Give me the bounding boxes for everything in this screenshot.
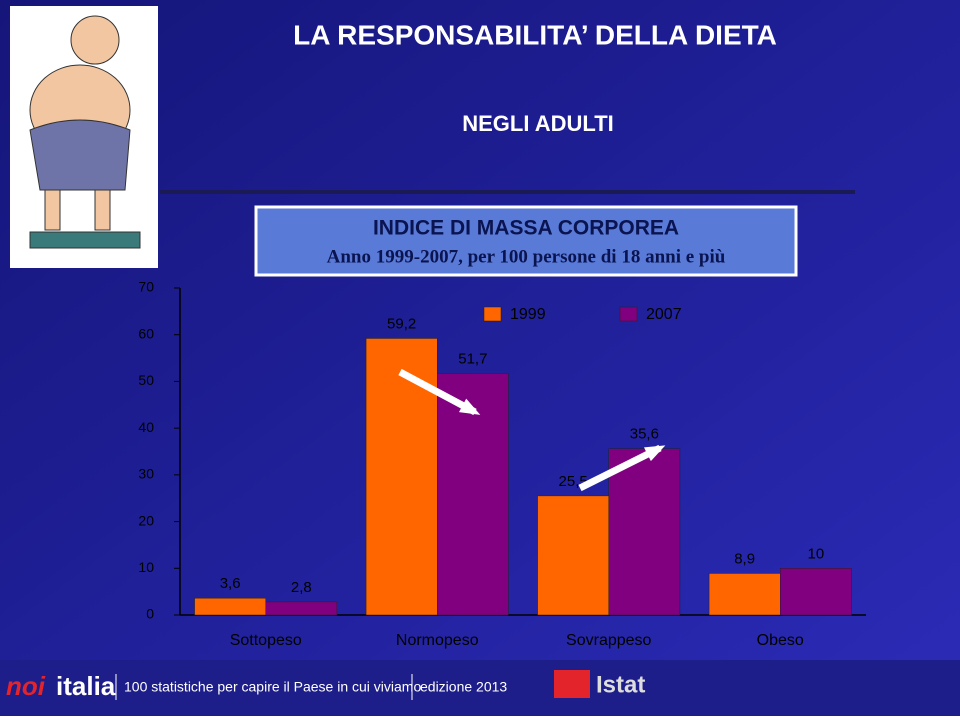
- bar: [608, 448, 681, 616]
- bar: [780, 568, 852, 616]
- arrow: [578, 444, 662, 492]
- y-tick-label: 0: [146, 606, 154, 622]
- x-tick-label: Sottopeso: [230, 632, 302, 649]
- value-label: 35,6: [630, 426, 659, 443]
- slide-title: LA RESPONSABILITA’ DELLA DIETA: [293, 19, 777, 50]
- y-tick-label: 10: [138, 559, 154, 575]
- y-tick-label: 50: [138, 372, 154, 388]
- bar: [194, 597, 266, 616]
- bar: [708, 573, 781, 616]
- arrow-head: [644, 445, 666, 462]
- y-tick-label: 30: [138, 466, 154, 482]
- x-tick-label: Normopeso: [396, 632, 479, 649]
- plot: 0 10 20 30 40 50 60 70 Sottopeso 3,6 2,8 Normopeso 5…: [138, 279, 866, 649]
- legend-label: 2007: [646, 306, 682, 323]
- legend-label: 1999: [510, 306, 546, 323]
- arrow: [398, 368, 477, 416]
- footer: [0, 660, 960, 716]
- value-label: 59,2: [387, 315, 416, 332]
- y-tick-label: 60: [138, 325, 154, 341]
- slide-subtitle: NEGLI ADULTI: [462, 111, 614, 136]
- value-label: 10: [807, 545, 824, 562]
- tagline: 100 statistiche per capire il Paese in c…: [124, 679, 421, 695]
- bar: [365, 338, 438, 616]
- arrow-head: [459, 398, 481, 415]
- chart-title-box: [254, 205, 798, 277]
- y-tick-label: 20: [138, 512, 154, 528]
- value-label: 51,7: [458, 350, 487, 367]
- bar: [537, 495, 610, 616]
- istat-icon: [554, 670, 590, 698]
- y-tick-label: 40: [138, 419, 154, 435]
- chart-title: INDICE DI MASSA CORPOREA: [373, 217, 679, 240]
- value-label: 8,9: [734, 550, 755, 567]
- y-tick-label: 70: [138, 279, 154, 295]
- legend-swatch: [483, 306, 502, 322]
- legend-swatch: [619, 306, 638, 322]
- chart-subtitle: Anno 1999-2007, per 100 persone di 18 an…: [327, 246, 726, 267]
- x-tick-label: Obeso: [757, 632, 804, 649]
- brand-a: noi: [6, 671, 46, 701]
- value-label: 2,8: [291, 579, 312, 596]
- cartoon: [10, 6, 158, 268]
- istat-logo: Istat: [596, 671, 645, 698]
- edition: edizione 2013: [420, 679, 507, 695]
- bar: [265, 601, 338, 616]
- x-tick-label: Sovrappeso: [566, 632, 651, 649]
- brand-b: italia: [56, 671, 116, 701]
- value-label: 3,6: [220, 575, 241, 592]
